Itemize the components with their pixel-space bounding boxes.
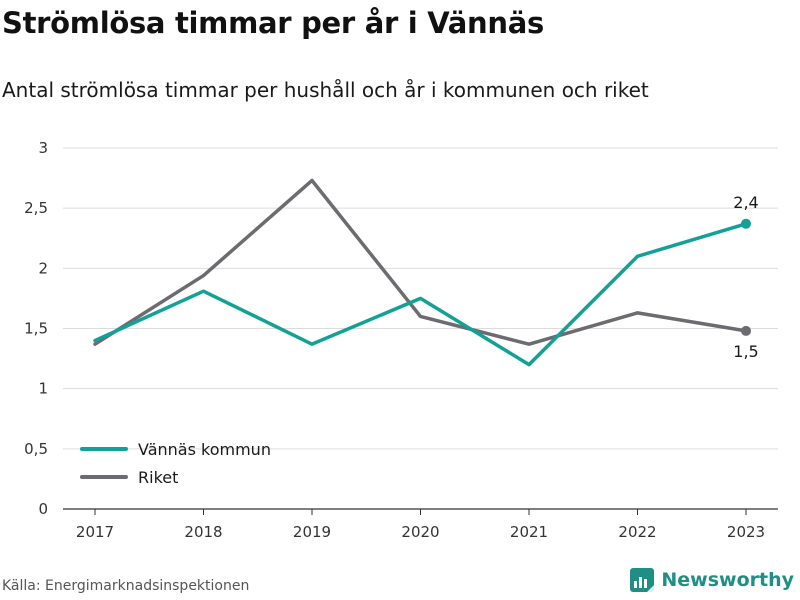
series-end-point — [741, 325, 751, 336]
x-tick-label: 2022 — [618, 523, 656, 541]
newsworthy-logo-icon — [630, 568, 655, 592]
x-tick-label: 2021 — [510, 523, 548, 541]
y-tick-label: 1 — [38, 380, 48, 398]
data-label: 2,4 — [733, 193, 758, 212]
brand[interactable]: Newsworthy — [629, 567, 794, 593]
y-tick-label: 2,5 — [24, 199, 48, 217]
x-tick-label: 2018 — [184, 523, 222, 541]
y-tick-label: 3 — [38, 139, 48, 157]
source-text: Källa: Energimarknadsinspektionen — [2, 578, 250, 594]
y-tick-label: 1,5 — [24, 320, 48, 338]
x-tick-label: 2019 — [293, 523, 331, 541]
brand-name: Newsworthy — [661, 569, 794, 591]
series-line-riket — [93, 178, 748, 346]
x-tick-label: 2020 — [401, 523, 439, 541]
chart-title: Strömlösa timmar per år i Vännäs — [2, 6, 544, 40]
series-line-vannas — [93, 222, 748, 367]
series-end-point — [741, 218, 751, 229]
legend-label: Riket — [138, 468, 178, 487]
y-tick-label: 0,5 — [24, 440, 48, 458]
x-tick-label: 2017 — [76, 523, 114, 541]
y-tick-label: 0 — [38, 500, 48, 518]
y-tick-label: 2 — [38, 259, 48, 277]
chart-subtitle: Antal strömlösa timmar per hushåll och å… — [2, 78, 649, 102]
legend-label: Vännäs kommun — [138, 440, 271, 459]
x-tick-label: 2023 — [727, 523, 765, 541]
data-label: 1,5 — [733, 342, 758, 361]
